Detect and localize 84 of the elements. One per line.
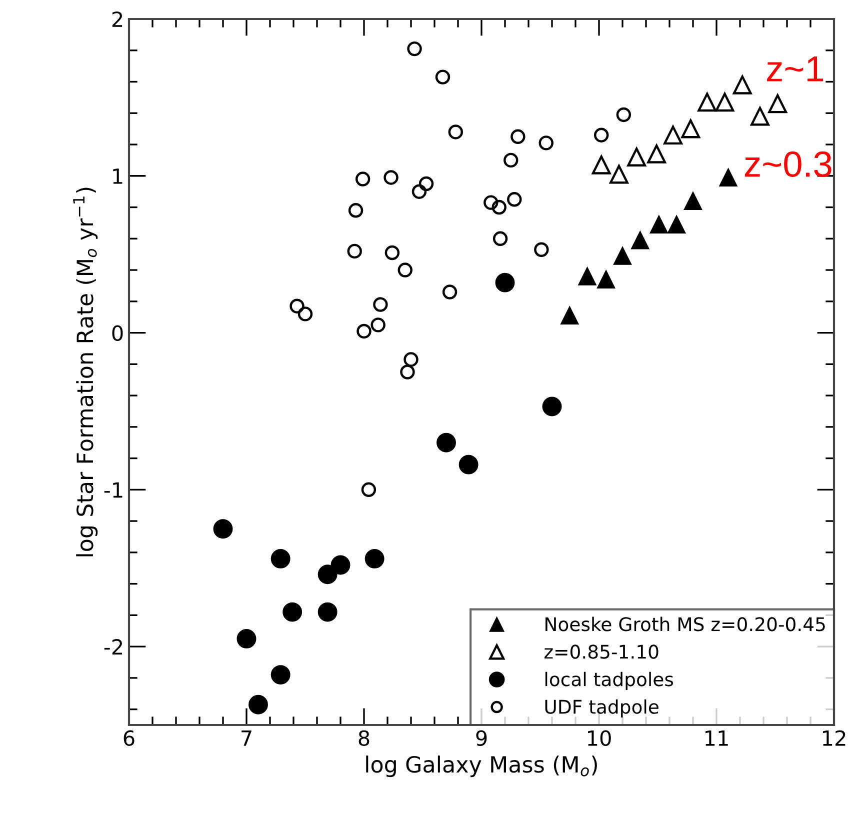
point	[436, 432, 456, 452]
point	[270, 665, 290, 685]
point	[613, 246, 632, 265]
point	[356, 324, 372, 339]
point	[404, 352, 418, 367]
point	[534, 242, 549, 257]
point	[236, 628, 256, 648]
point	[732, 75, 752, 94]
point	[318, 602, 338, 622]
point	[418, 176, 434, 192]
point	[768, 94, 788, 114]
point	[510, 129, 526, 144]
point	[492, 231, 508, 246]
y-tick-label: 1	[113, 168, 122, 184]
point	[610, 164, 628, 184]
point	[627, 148, 646, 167]
point	[361, 482, 376, 498]
point	[442, 284, 458, 300]
y-tick-label: -2	[104, 639, 122, 654]
point	[412, 184, 427, 199]
x-tick-label: 6	[124, 730, 134, 746]
point	[448, 124, 464, 140]
point	[631, 231, 650, 250]
point	[542, 396, 562, 416]
point	[435, 70, 450, 84]
x-axis-title: log Galaxy Mass (M$_{o}$)	[366, 756, 597, 778]
point	[400, 364, 415, 380]
point	[719, 168, 738, 186]
point	[330, 555, 350, 575]
point	[538, 136, 554, 150]
legend-label: z=0.85-1.10	[544, 644, 658, 659]
point	[282, 602, 302, 622]
point	[298, 306, 313, 322]
point	[715, 92, 734, 112]
x-tick-label: 12	[823, 730, 846, 746]
point	[458, 454, 478, 474]
legend-label: local tadpoles	[545, 672, 674, 690]
point	[248, 694, 268, 714]
point	[664, 126, 682, 145]
point	[364, 548, 384, 568]
point	[647, 144, 666, 164]
x-tick-label: 7	[242, 730, 252, 746]
point	[347, 244, 362, 259]
point	[484, 195, 498, 210]
point	[597, 270, 616, 288]
point	[698, 92, 717, 112]
x-tick-label: 8	[358, 730, 370, 746]
point	[355, 172, 370, 186]
y-tick-label: 0	[112, 325, 123, 341]
point	[348, 203, 364, 218]
point	[492, 200, 506, 215]
point	[750, 106, 770, 126]
point	[616, 107, 632, 122]
point	[384, 170, 398, 185]
point	[684, 192, 702, 210]
point	[578, 267, 596, 286]
y-tick-label: 2	[112, 11, 122, 27]
point	[407, 41, 422, 56]
point	[594, 128, 609, 142]
point	[270, 548, 290, 568]
point	[560, 306, 579, 325]
point	[318, 564, 338, 584]
point	[507, 192, 522, 207]
y-tick-label: -1	[104, 482, 122, 498]
point	[370, 318, 386, 332]
point	[384, 245, 400, 260]
point	[592, 155, 611, 174]
point	[495, 272, 515, 292]
point	[650, 215, 668, 234]
annotation: z~0.3	[744, 151, 832, 177]
annotation: z~1	[767, 56, 824, 82]
point	[681, 119, 700, 138]
point	[668, 215, 686, 234]
x-tick-label: 11	[706, 730, 728, 746]
point	[398, 262, 412, 278]
point	[373, 297, 388, 312]
y-axis-title: log Star Formation Rate (M$_{o}$ yr$^{−1}$)	[73, 188, 98, 556]
point	[504, 152, 518, 168]
point	[290, 298, 304, 314]
legend-label: Noeske Groth MS z=0.20-0.45	[546, 616, 825, 632]
legend-label: UDF tadpole	[545, 699, 658, 718]
x-tick-label: 9	[476, 730, 487, 746]
point	[213, 519, 233, 539]
x-tick-label: 10	[588, 730, 611, 746]
